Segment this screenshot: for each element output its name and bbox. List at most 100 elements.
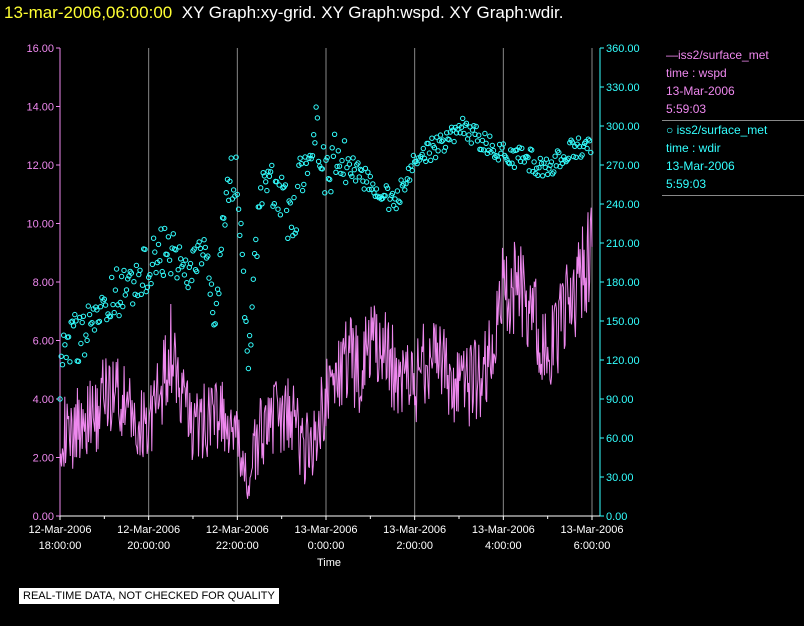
right-tick-label: 120.00	[606, 355, 640, 367]
right-tick-label: 90.00	[606, 394, 634, 406]
wdir-point	[120, 303, 126, 310]
wdir-point	[570, 153, 577, 160]
wdir-point	[511, 164, 518, 171]
right-tick-label: 300.00	[606, 121, 640, 133]
wdir-point	[531, 159, 537, 165]
wdir-point	[166, 257, 173, 263]
wdir-point	[112, 287, 119, 293]
wdir-point	[228, 155, 234, 161]
wdir-point	[329, 145, 335, 151]
wdir-point	[313, 104, 319, 110]
wdir-point	[402, 187, 408, 193]
wdir-point	[253, 236, 259, 243]
right-tick-label: 180.00	[606, 277, 640, 289]
wdir-point	[75, 358, 82, 364]
wdir-point	[440, 137, 446, 143]
x-tick-date: 12-Mar-2006	[206, 524, 269, 536]
wdir-point	[297, 155, 303, 161]
wdir-point	[579, 152, 585, 158]
wdir-point	[540, 173, 546, 179]
tick-labels: 0.00 2.00 4.00 6.00 8.00 10.00 12.00 14.00 16.00…	[26, 43, 639, 569]
wdir-point	[102, 302, 109, 308]
left-tick-label: 4.00	[33, 394, 54, 406]
wdir-point	[529, 147, 535, 153]
wdir-series	[57, 104, 594, 402]
wdir-point	[426, 150, 433, 156]
x-tick-time: 4:00:00	[485, 540, 522, 552]
wdir-point	[109, 274, 115, 281]
wdir-point	[392, 196, 398, 202]
left-tick-label: 14.00	[26, 102, 54, 114]
wdir-point	[335, 148, 341, 154]
wdir-point	[439, 138, 445, 145]
wdir-point	[446, 137, 452, 143]
wdir-point	[398, 177, 404, 183]
wdir-point	[436, 138, 442, 144]
timestamp: 13-mar-2006,06:00:00	[4, 3, 173, 22]
wdir-point	[122, 292, 129, 298]
wdir-point	[83, 332, 89, 338]
wdir-point	[149, 261, 156, 268]
wdir-point	[113, 266, 120, 272]
wdir-point	[519, 145, 525, 152]
wdir-point	[469, 127, 476, 133]
legend-wspd: —iss2/surface_met time : wspd 13-Mar-200…	[662, 46, 804, 121]
wdir-point	[70, 323, 77, 329]
wdir-point	[125, 276, 131, 282]
wdir-point	[517, 158, 524, 165]
wdir-point	[330, 153, 337, 160]
wdir-point	[261, 173, 268, 179]
wdir-point	[444, 130, 450, 136]
wdir-point	[274, 179, 280, 185]
wspd-series	[59, 207, 593, 499]
wdir-point	[536, 165, 542, 171]
wdir-point	[164, 251, 170, 258]
wdir-point	[545, 171, 551, 178]
wdir-point	[586, 138, 593, 144]
wdir-point	[201, 237, 207, 243]
wdir-point	[133, 262, 140, 269]
wdir-point	[400, 181, 407, 187]
wdir-point	[160, 272, 167, 278]
wdir-point	[59, 362, 66, 368]
wdir-point	[339, 157, 345, 164]
wdir-point	[479, 137, 486, 144]
wdir-point	[276, 182, 282, 188]
wdir-point	[123, 287, 130, 293]
wdir-point	[251, 250, 258, 257]
wdir-point	[67, 359, 73, 365]
wdir-point	[347, 171, 354, 177]
wdir-point	[327, 176, 333, 183]
wdir-point	[323, 157, 329, 163]
wdir-point	[144, 284, 151, 290]
wdir-point	[429, 135, 435, 141]
wdir-point	[150, 235, 157, 241]
wdir-point	[569, 139, 575, 145]
wdir-point	[202, 244, 209, 251]
wdir-point	[524, 153, 530, 160]
wdir-point	[86, 311, 93, 318]
wdir-point	[340, 171, 346, 177]
wdir-point	[104, 316, 110, 323]
wdir-point	[553, 163, 559, 169]
wdir-point	[420, 145, 426, 152]
wdir-point	[221, 215, 227, 221]
wdir-point	[266, 173, 273, 180]
wdir-point	[495, 157, 502, 163]
wdir-point	[136, 271, 142, 278]
wdir-point	[437, 132, 444, 138]
wdir-point	[322, 190, 328, 196]
wdir-point	[351, 167, 357, 173]
legend-wdir-date: 13-Mar-2006	[666, 159, 735, 173]
wdir-point	[130, 301, 136, 307]
wdir-point	[295, 183, 301, 190]
wdir-point	[63, 354, 69, 361]
wdir-point	[153, 269, 159, 276]
wdir-point	[238, 220, 244, 227]
wdir-point	[375, 193, 381, 200]
wdir-point	[269, 162, 275, 169]
wdir-point	[312, 140, 318, 146]
wdir-point	[505, 159, 511, 166]
wdir-point	[472, 131, 478, 138]
wdir-point	[206, 275, 212, 281]
